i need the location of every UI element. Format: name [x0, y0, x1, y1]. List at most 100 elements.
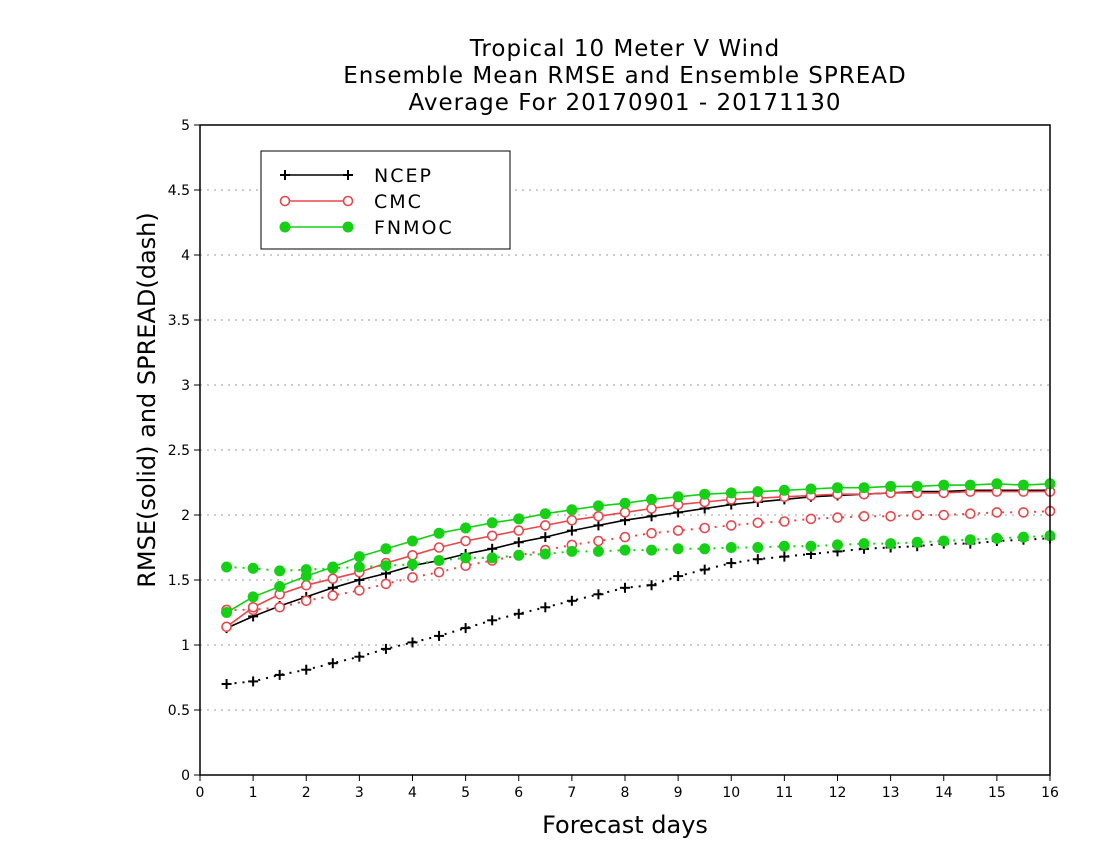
- fnmoc-rmse-point: [619, 497, 631, 509]
- x-tick-label: 16: [1041, 785, 1059, 801]
- ncep-spread-point: [407, 637, 418, 648]
- fnmoc-rmse-point: [221, 607, 233, 618]
- x-tick-label: 7: [567, 785, 576, 801]
- fnmoc-spread-point: [964, 534, 976, 546]
- x-tick-label: 15: [988, 785, 1006, 801]
- fnmoc-spread-point: [725, 542, 737, 553]
- fnmoc-rmse-point: [327, 561, 339, 573]
- fnmoc-spread-point: [991, 532, 1003, 544]
- chart-title-line-3: Average For 20170901 - 20171130: [408, 90, 842, 116]
- ncep-spread-point: [513, 608, 524, 619]
- cmc-spread-point: [646, 527, 657, 539]
- cmc-spread-point: [885, 510, 896, 522]
- cmc-legend-marker: [279, 195, 291, 207]
- x-tick-label: 4: [408, 785, 417, 801]
- ncep-rmse-point: [540, 532, 551, 543]
- y-tick-label: 4.5: [168, 183, 190, 199]
- cmc-rmse-point: [433, 542, 445, 553]
- y-tick-label: 1.5: [168, 573, 190, 589]
- fnmoc-spread-point: [486, 552, 498, 564]
- fnmoc-rmse-point: [380, 543, 392, 555]
- x-tick-label: 8: [621, 785, 630, 801]
- cmc-spread-point: [752, 517, 764, 529]
- x-tick-label: 2: [302, 785, 311, 801]
- cmc-legend-marker: [342, 195, 354, 207]
- x-tick-label: 6: [514, 785, 523, 801]
- fnmoc-spread-point: [274, 565, 286, 577]
- fnmoc-rmse-point: [300, 570, 312, 582]
- fnmoc-rmse-point: [991, 478, 1003, 490]
- cmc-spread-point: [593, 535, 604, 547]
- fnmoc-spread-point: [858, 538, 870, 550]
- cmc-spread-point: [991, 507, 1003, 518]
- x-tick-label: 3: [355, 785, 364, 801]
- cmc-rmse-point: [460, 535, 471, 547]
- fnmoc-spread-point: [938, 535, 950, 547]
- fnmoc-spread-point: [221, 561, 233, 573]
- axis-ticks: 00.511.522.533.544.550 1 2 3 4 5 6 7 8 9 10 11 12 13 1…: [168, 118, 1059, 801]
- fnmoc-spread-point: [247, 562, 259, 574]
- x-axis-title: Forecast days: [542, 811, 708, 839]
- fnmoc-rmse-point: [247, 591, 259, 603]
- fnmoc-rmse-point: [539, 508, 551, 520]
- fnmoc-spread-point: [752, 542, 764, 553]
- fnmoc-rmse-point: [460, 522, 472, 534]
- fnmoc-rmse-point: [911, 480, 923, 492]
- cmc-rmse-point: [300, 579, 312, 591]
- ncep-spread-point: [274, 669, 285, 680]
- ncep-spread-point: [460, 623, 471, 634]
- cmc-rmse-point: [486, 530, 498, 542]
- x-tick-label: 13: [882, 785, 900, 801]
- ncep-spread-point: [566, 595, 577, 606]
- cmc-rmse-point: [593, 510, 604, 522]
- ncep-legend-label: NCEP: [374, 165, 433, 187]
- cmc-spread-point: [433, 566, 445, 578]
- cmc-spread-point: [938, 509, 950, 521]
- ncep-spread-point: [487, 615, 498, 626]
- y-tick-label: 3.5: [168, 313, 190, 329]
- y-axis-title: RMSE(solid) and SPREAD(dash): [133, 212, 161, 588]
- y-tick-label: 2.5: [168, 443, 190, 459]
- ncep-spread-point: [673, 571, 684, 582]
- ncep-rmse-point: [593, 520, 604, 531]
- cmc-spread-point: [300, 595, 312, 607]
- y-tick-label: 0: [181, 768, 190, 784]
- cmc-rmse-point: [540, 520, 551, 531]
- series-layer: [221, 478, 1056, 689]
- cmc-spread-point: [619, 531, 631, 543]
- x-tick-label: 1: [249, 785, 258, 801]
- y-tick-label: 4: [181, 248, 190, 264]
- ncep-spread-point: [221, 679, 232, 689]
- cmc-rmse-point: [566, 514, 578, 526]
- cmc-spread-point: [407, 572, 418, 583]
- fnmoc-rmse-point: [407, 535, 418, 547]
- y-tick-label: 1: [181, 638, 190, 654]
- fnmoc-legend-label: FNMOC: [374, 217, 454, 239]
- cmc-spread-point: [832, 512, 843, 523]
- fnmoc-rmse-point: [832, 482, 843, 494]
- fnmoc-spread-point: [1017, 531, 1029, 543]
- cmc-rmse-point: [221, 621, 232, 633]
- fnmoc-spread-point: [513, 549, 525, 561]
- x-tick-label: 11: [775, 785, 793, 801]
- fnmoc-rmse-point: [592, 500, 604, 512]
- cmc-spread-point: [274, 601, 285, 613]
- fnmoc-spread-point: [380, 560, 392, 572]
- ncep-spread-point: [327, 658, 338, 669]
- fnmoc-spread-point: [699, 543, 711, 555]
- cmc-spread-point: [725, 520, 737, 531]
- fnmoc-rmse-point: [938, 479, 950, 491]
- fnmoc-spread-point: [832, 539, 843, 551]
- ncep-spread-point: [726, 558, 737, 569]
- legend-box: [260, 150, 511, 250]
- fnmoc-spread-line: [226, 534, 1051, 572]
- fnmoc-spread-point: [566, 545, 578, 557]
- fnmoc-spread-point: [885, 538, 897, 550]
- fnmoc-spread-point: [539, 548, 551, 560]
- cmc-spread-point: [1018, 507, 1029, 518]
- ncep-spread-point: [593, 589, 604, 600]
- x-tick-label: 14: [935, 785, 953, 801]
- ncep-rmse-point: [513, 537, 524, 548]
- y-tick-label: 2: [181, 508, 190, 524]
